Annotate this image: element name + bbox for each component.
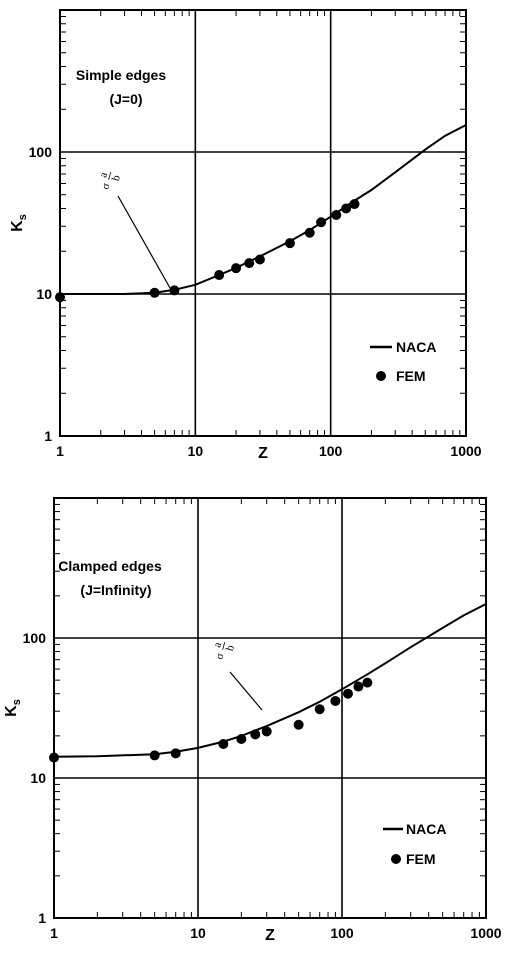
fem-point xyxy=(149,750,160,761)
fem-point xyxy=(55,292,65,303)
y-tick-label: 1 xyxy=(44,428,52,444)
naca-curve xyxy=(53,603,487,758)
fem-point xyxy=(169,285,180,296)
naca-curve xyxy=(60,124,467,295)
fem-point xyxy=(331,210,342,221)
x-tick-label: 10 xyxy=(188,443,204,459)
x-tick-label: 100 xyxy=(330,925,354,941)
fem-point xyxy=(49,752,59,763)
ratio-fraction-bar xyxy=(222,641,226,650)
x-tick-label: 1000 xyxy=(470,925,501,941)
plot-frame xyxy=(59,9,467,437)
ratio-fraction-bar xyxy=(108,171,112,180)
fem-point xyxy=(254,254,265,265)
ratio-leader-line xyxy=(229,671,263,711)
x-axis-label: Z xyxy=(258,445,268,462)
chart-2: 1 10 100 1000 1 10 100 Z Ks Clamped edges (J=Infin… xyxy=(3,497,502,944)
x-tick-label: 1 xyxy=(50,925,58,941)
fem-point xyxy=(362,677,373,688)
x-tick-label: 1000 xyxy=(450,443,481,459)
legend-naca-label: NACA xyxy=(406,821,446,837)
edge-condition-label: Simple edges xyxy=(76,67,166,83)
y-axis-label-text: Ks xyxy=(3,699,23,717)
y-tick-label: 10 xyxy=(36,286,52,302)
fem-point xyxy=(353,681,364,692)
y-axis-label: Ks xyxy=(9,214,29,232)
chart-1: 1 10 100 1000 1 10 100 Z Ks Simple edges (J=0) σa b N… xyxy=(9,9,482,462)
ratio-label: σa b xyxy=(97,171,123,191)
fem-point xyxy=(342,688,353,699)
y-tick-label: 10 xyxy=(30,770,46,786)
fem-point xyxy=(314,704,325,715)
ratio-label: σa b xyxy=(211,641,237,661)
fem-point xyxy=(149,287,160,298)
ratio-numerator: a xyxy=(97,171,110,179)
y-axis-label: Ks xyxy=(3,699,23,717)
legend-fem-swatch xyxy=(376,371,386,381)
ratio-denominator: b xyxy=(224,643,237,652)
x-tick-label: 1 xyxy=(56,443,64,459)
edge-condition-label: (J=0) xyxy=(109,91,142,107)
legend: NACA FEM xyxy=(383,821,446,867)
x-tick-label: 10 xyxy=(190,925,206,941)
fem-point xyxy=(244,258,255,269)
fem-point xyxy=(261,726,272,737)
fem-point xyxy=(231,263,242,274)
fem-point xyxy=(304,227,315,238)
legend-naca-label: NACA xyxy=(396,339,436,355)
edge-condition-label: (J=Infinity) xyxy=(80,582,151,598)
fem-point xyxy=(293,719,304,730)
ratio-sigma: σ xyxy=(99,182,112,191)
fem-point xyxy=(236,733,247,744)
legend-fem-swatch xyxy=(391,854,401,864)
y-tick-label: 100 xyxy=(29,144,53,160)
y-tick-label: 1 xyxy=(38,910,46,926)
fem-point xyxy=(218,738,229,749)
ratio-sigma: σ xyxy=(213,652,226,661)
fem-point xyxy=(349,199,360,210)
x-axis-label: Z xyxy=(265,927,275,944)
y-axis-label-subscript: s xyxy=(17,214,29,220)
fem-point xyxy=(341,203,352,214)
fem-point xyxy=(170,748,181,759)
fem-point xyxy=(316,217,327,228)
legend-fem-label: FEM xyxy=(406,851,436,867)
y-axis-label-subscript: s xyxy=(11,699,23,705)
fem-point xyxy=(284,238,295,249)
legend-fem-label: FEM xyxy=(396,368,426,384)
legend: NACA FEM xyxy=(370,339,436,384)
fem-point xyxy=(250,729,261,740)
ratio-denominator: b xyxy=(110,173,123,182)
fem-point xyxy=(330,695,341,706)
plot-frame xyxy=(53,497,487,919)
y-tick-label: 100 xyxy=(23,630,47,646)
edge-condition-label: Clamped edges xyxy=(58,558,162,574)
ratio-leader-line xyxy=(117,195,171,289)
fem-point xyxy=(214,270,225,281)
x-tick-label: 100 xyxy=(319,443,343,459)
y-axis-label-text: Ks xyxy=(9,214,29,232)
ratio-numerator: a xyxy=(211,641,224,649)
